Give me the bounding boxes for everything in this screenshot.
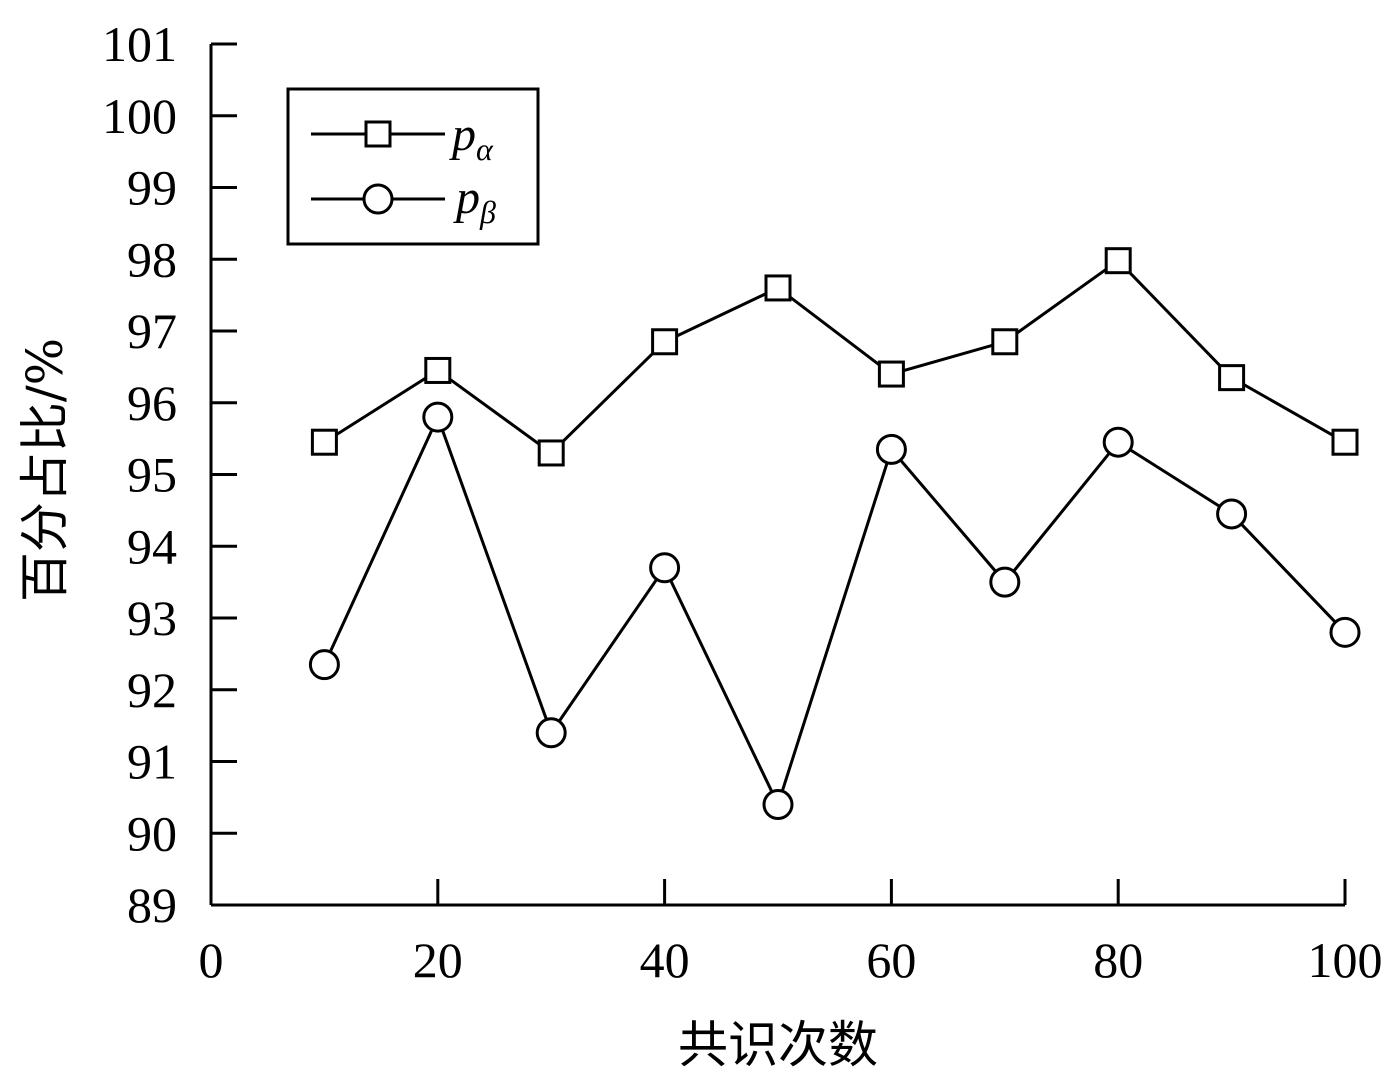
- data-point-circle: [422, 401, 454, 433]
- series-layer: [308, 247, 1361, 821]
- y-tick-label: 95: [127, 447, 177, 503]
- y-tick-label: 98: [127, 231, 177, 287]
- data-point-square: [537, 439, 565, 467]
- legend: pα pβ: [286, 87, 540, 246]
- data-point-square: [991, 328, 1019, 356]
- y-tick-label: 90: [127, 805, 177, 861]
- data-point-circle: [1216, 498, 1248, 530]
- legend-box: [286, 87, 540, 246]
- y-tick-label: 101: [102, 16, 177, 72]
- x-tick-label: 60: [866, 932, 916, 988]
- series-line-p-beta: [323, 413, 1347, 809]
- y-tick-label: 99: [127, 160, 177, 216]
- x-tick-label: 0: [199, 932, 224, 988]
- y-tick-label: 89: [127, 877, 177, 933]
- y-tick-label: 92: [127, 662, 177, 718]
- data-point-circle: [989, 566, 1021, 598]
- x-tick-label: 100: [1308, 932, 1383, 988]
- x-axis-title: 共识次数: [678, 1016, 878, 1074]
- data-point-square: [877, 360, 905, 388]
- data-point-square: [1331, 428, 1359, 456]
- y-ticks: 89 90 91 92 93 94 95 96 97 98 99 100 101: [102, 16, 237, 933]
- data-point-circle: [649, 552, 681, 584]
- data-point-circle: [535, 717, 567, 749]
- data-point-square: [310, 428, 338, 456]
- legend-label-p-alpha: pα: [449, 108, 494, 167]
- legend-marker-circle: [362, 183, 394, 215]
- y-axis-title: 百分占比/%: [16, 338, 74, 602]
- y-tick-label: 97: [127, 303, 177, 359]
- data-point-circle: [1102, 426, 1134, 458]
- y-tick-label: 96: [127, 375, 177, 431]
- data-point-circle: [308, 649, 340, 681]
- data-point-square: [1104, 247, 1132, 275]
- legend-marker-square: [364, 120, 392, 148]
- data-point-circle: [762, 789, 794, 821]
- data-point-circle: [1329, 616, 1361, 648]
- x-tick-label: 80: [1093, 932, 1143, 988]
- data-point-square: [764, 274, 792, 302]
- data-point-square: [651, 328, 679, 356]
- legend-label-p-beta: pβ: [453, 171, 496, 230]
- y-tick-label: 91: [127, 734, 177, 790]
- y-tick-label: 94: [127, 518, 177, 574]
- data-point-square: [424, 356, 452, 384]
- data-point-square: [1218, 364, 1246, 392]
- y-tick-label: 93: [127, 590, 177, 646]
- x-tick-label: 20: [413, 932, 463, 988]
- x-ticks: 0 20 40 60 80 100: [199, 879, 1383, 988]
- series-line-p-alpha: [323, 258, 1346, 455]
- x-tick-label: 40: [640, 932, 690, 988]
- y-tick-label: 100: [102, 88, 177, 144]
- data-point-circle: [875, 433, 907, 465]
